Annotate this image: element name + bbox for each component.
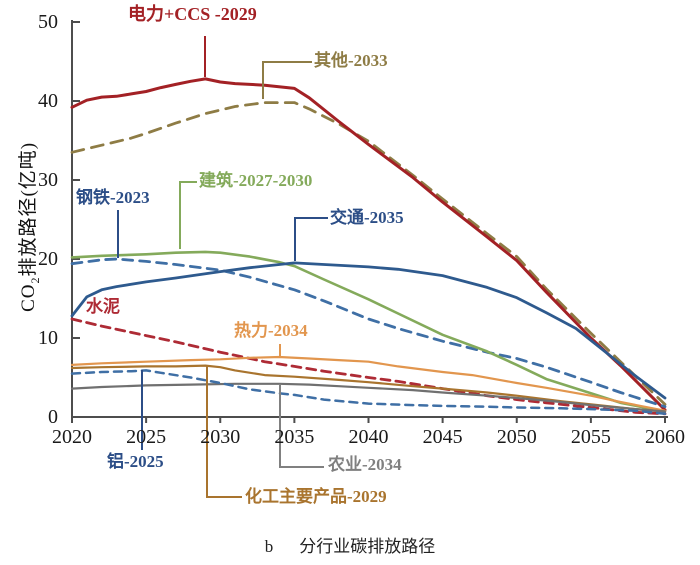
y-tick-label-50: 50: [38, 11, 58, 33]
series-line-building: [70, 250, 667, 413]
series-line-power-ccs: [70, 77, 667, 412]
y-tick-label-10: 10: [38, 327, 58, 349]
series-line-agriculture: [70, 382, 667, 413]
series-label-power-ccs: 电力+CCS -2029: [128, 4, 257, 24]
x-tick-label-2025: 2025: [126, 426, 167, 448]
x-tick-label-2030: 2030: [200, 426, 241, 448]
x-tick-label-2045: 2045: [422, 426, 463, 448]
leader-line-agriculture: [279, 385, 324, 468]
series-label-aluminum: 铝-2025: [107, 452, 164, 471]
series-label-agriculture: 农业-2034: [328, 455, 402, 474]
series-line-others: [70, 101, 667, 406]
caption-text: 分行业碳排放路径: [299, 537, 436, 556]
leader-line-building: [179, 181, 197, 249]
series-label-building: 建筑-2027-2030: [199, 171, 313, 190]
x-tick-label-2060: 2060: [645, 426, 685, 448]
leader-line-others: [262, 61, 312, 99]
x-tick-label-2020: 2020: [52, 426, 92, 448]
x-tick-label-2035: 2035: [274, 426, 315, 448]
caption-letter: b: [264, 537, 274, 556]
x-tick-label-2055: 2055: [570, 426, 611, 448]
series-line-cement: [70, 317, 667, 416]
series-line-transport: [70, 261, 667, 400]
x-tick-label-2050: 2050: [496, 426, 537, 448]
series-label-cement: 水泥: [86, 297, 120, 316]
y-axis-title-suffix: 排放路径(亿吨): [18, 141, 40, 277]
y-tick-label-0: 0: [48, 406, 58, 428]
series-label-transport: 交通-2035: [330, 208, 404, 227]
y-axis-title-sub: 2: [27, 276, 42, 284]
leader-line-transport: [294, 217, 328, 261]
series-label-heat: 热力-2034: [234, 321, 308, 340]
figure-caption: b 分行业碳排放路径: [0, 532, 700, 557]
y-axis-title-prefix: CO: [18, 283, 40, 312]
series-line-heat: [70, 355, 667, 412]
series-label-others: 其他-2033: [314, 51, 388, 70]
series-label-chemicals: 化工主要产品-2029: [245, 487, 387, 506]
series-line-aluminum: [70, 369, 667, 416]
y-tick-label-20: 20: [38, 248, 58, 270]
y-axis-title: CO2排放路径(亿吨): [13, 115, 43, 339]
y-tick-label-40: 40: [38, 90, 58, 112]
x-tick-label-2040: 2040: [348, 426, 389, 448]
leader-line-chemicals: [206, 366, 242, 498]
series-line-steel: [70, 257, 667, 409]
y-tick-label-30: 30: [38, 169, 58, 191]
series-label-steel: 钢铁-2023: [76, 188, 150, 207]
